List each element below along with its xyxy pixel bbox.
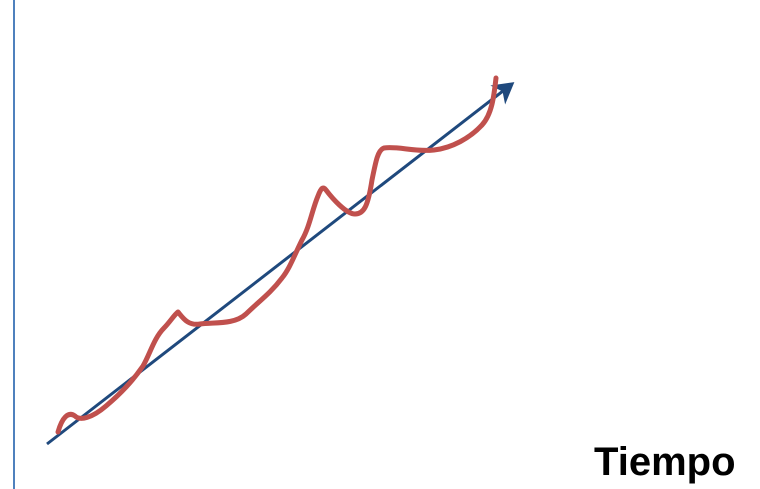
fluctuating-curve	[55, 75, 499, 435]
axis-label-tiempo: Tiempo	[594, 440, 736, 484]
trend-arrow	[46, 82, 515, 446]
